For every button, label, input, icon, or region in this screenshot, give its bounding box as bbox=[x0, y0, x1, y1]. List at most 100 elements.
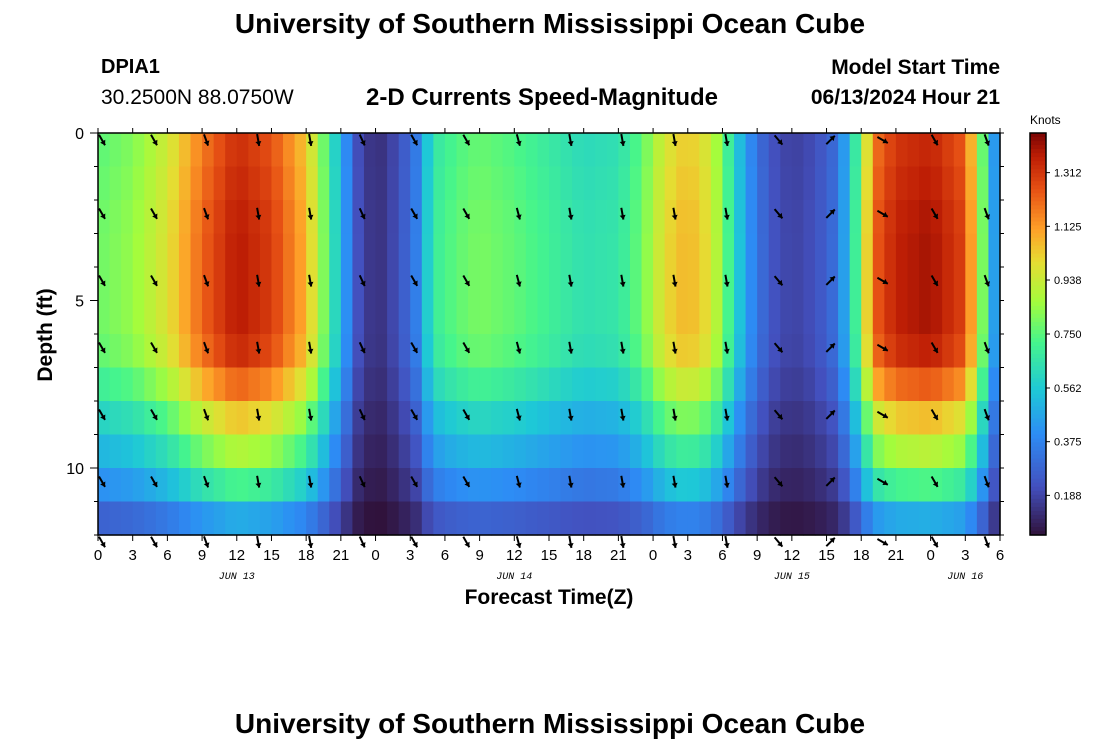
heatmap-cell bbox=[814, 200, 828, 235]
heatmap-cell bbox=[641, 468, 654, 503]
heatmap-cell bbox=[572, 233, 585, 268]
heatmap-cell bbox=[838, 367, 851, 402]
heatmap-cell bbox=[884, 133, 897, 168]
heatmap-cell bbox=[306, 434, 319, 469]
heatmap-cell bbox=[919, 401, 932, 436]
heatmap-cell bbox=[629, 468, 643, 503]
x-tick-label: 9 bbox=[475, 547, 483, 564]
heatmap-cell bbox=[479, 166, 492, 201]
heatmap-cell bbox=[768, 166, 781, 201]
heatmap-cell bbox=[965, 434, 978, 469]
current-vector-arrow bbox=[773, 342, 784, 353]
heatmap-cell bbox=[930, 501, 943, 536]
heatmap-cell bbox=[734, 501, 747, 536]
heatmap-cell bbox=[583, 367, 596, 402]
heatmap-cell bbox=[190, 367, 203, 402]
heatmap-cell bbox=[236, 468, 249, 503]
heatmap-cell bbox=[178, 434, 192, 469]
heatmap-cell bbox=[294, 300, 307, 335]
current-vector-arrow bbox=[876, 276, 889, 285]
colorbar-tick-label: 0.938 bbox=[1054, 275, 1082, 287]
current-vector-arrow bbox=[358, 408, 366, 421]
heatmap-cell bbox=[259, 401, 273, 436]
current-vector-arrow bbox=[462, 536, 471, 548]
x-tick-label: 6 bbox=[163, 547, 171, 564]
heatmap-cell bbox=[768, 300, 781, 335]
colorbar-segment bbox=[1030, 185, 1046, 190]
heatmap-cell bbox=[884, 334, 897, 369]
x-tick-label: 21 bbox=[610, 547, 627, 564]
heatmap-cell bbox=[780, 434, 793, 469]
colorbar-segment bbox=[1030, 410, 1046, 415]
heatmap-cell bbox=[942, 300, 955, 335]
heatmap-cell bbox=[167, 468, 180, 503]
heatmap-cell bbox=[710, 233, 724, 268]
heatmap-cell bbox=[468, 334, 481, 369]
heatmap-cell bbox=[352, 434, 365, 469]
current-vector-arrow bbox=[619, 207, 626, 220]
heatmap-cell bbox=[849, 401, 862, 436]
heatmap-cell bbox=[444, 267, 458, 302]
colorbar-segment bbox=[1030, 265, 1046, 271]
heatmap-cell bbox=[572, 267, 585, 302]
heatmap-cell bbox=[398, 501, 411, 536]
heatmap-cell bbox=[167, 434, 180, 469]
heatmap-cell bbox=[340, 468, 354, 503]
heatmap-cell bbox=[537, 334, 550, 369]
heatmap-cell bbox=[745, 166, 758, 201]
heatmap-cell bbox=[988, 401, 1001, 436]
heatmap-cell bbox=[710, 267, 724, 302]
heatmap-cell bbox=[132, 300, 145, 335]
heatmap-cell bbox=[606, 434, 619, 469]
colorbar-segment bbox=[1030, 466, 1046, 472]
heatmap-cell bbox=[595, 166, 608, 201]
heatmap-cell bbox=[410, 367, 423, 402]
heatmap-cell bbox=[606, 501, 619, 536]
current-vector-arrow bbox=[307, 408, 314, 421]
heatmap-cell bbox=[387, 200, 400, 235]
current-vector-arrow bbox=[307, 535, 314, 549]
heatmap-cell bbox=[618, 166, 631, 201]
heatmap-cell bbox=[433, 367, 446, 402]
colorbar-segment bbox=[1030, 205, 1046, 210]
colorbar-segment bbox=[1030, 153, 1046, 158]
heatmap-cell bbox=[387, 468, 400, 503]
heatmap-cell bbox=[202, 501, 215, 536]
heatmap-cell bbox=[155, 267, 168, 302]
heatmap-cell bbox=[861, 200, 874, 235]
heatmap-cell bbox=[537, 166, 550, 201]
heatmap-cell bbox=[410, 133, 423, 168]
colorbar-segment bbox=[1030, 137, 1046, 142]
current-vector-arrow bbox=[410, 342, 419, 354]
heatmap-cell bbox=[942, 166, 955, 201]
heatmap-cell bbox=[722, 367, 735, 402]
heatmap-cell bbox=[491, 434, 504, 469]
date-label: JUN 15 bbox=[774, 572, 810, 583]
heatmap-cell bbox=[895, 367, 909, 402]
heatmap-cell bbox=[259, 267, 273, 302]
heatmap-cell bbox=[387, 166, 400, 201]
colorbar-segment bbox=[1030, 422, 1046, 428]
heatmap-cell bbox=[699, 133, 712, 168]
heatmap-cell bbox=[98, 166, 111, 201]
heatmap-cell bbox=[340, 501, 354, 536]
heatmap-cell bbox=[109, 367, 122, 402]
heatmap-cell bbox=[375, 166, 388, 201]
heatmap-cell bbox=[109, 267, 122, 302]
current-vector-arrow bbox=[983, 536, 990, 548]
heatmap-cell bbox=[676, 133, 689, 168]
colorbar-segment bbox=[1030, 309, 1046, 315]
heatmap-cell bbox=[907, 233, 920, 268]
heatmap-cell bbox=[387, 434, 400, 469]
current-vector-arrow bbox=[773, 134, 784, 146]
heatmap-cell bbox=[849, 367, 862, 402]
heatmap-cell bbox=[664, 367, 677, 402]
heatmap-cell bbox=[502, 434, 515, 469]
heatmap-cell bbox=[329, 367, 342, 402]
colorbar-segment bbox=[1030, 458, 1046, 464]
colorbar-tick-label: 1.312 bbox=[1054, 168, 1082, 180]
heatmap-cell bbox=[479, 367, 492, 402]
heatmap-cell bbox=[178, 233, 192, 268]
current-vector-arrow bbox=[255, 535, 262, 549]
heatmap-cell bbox=[525, 267, 539, 302]
